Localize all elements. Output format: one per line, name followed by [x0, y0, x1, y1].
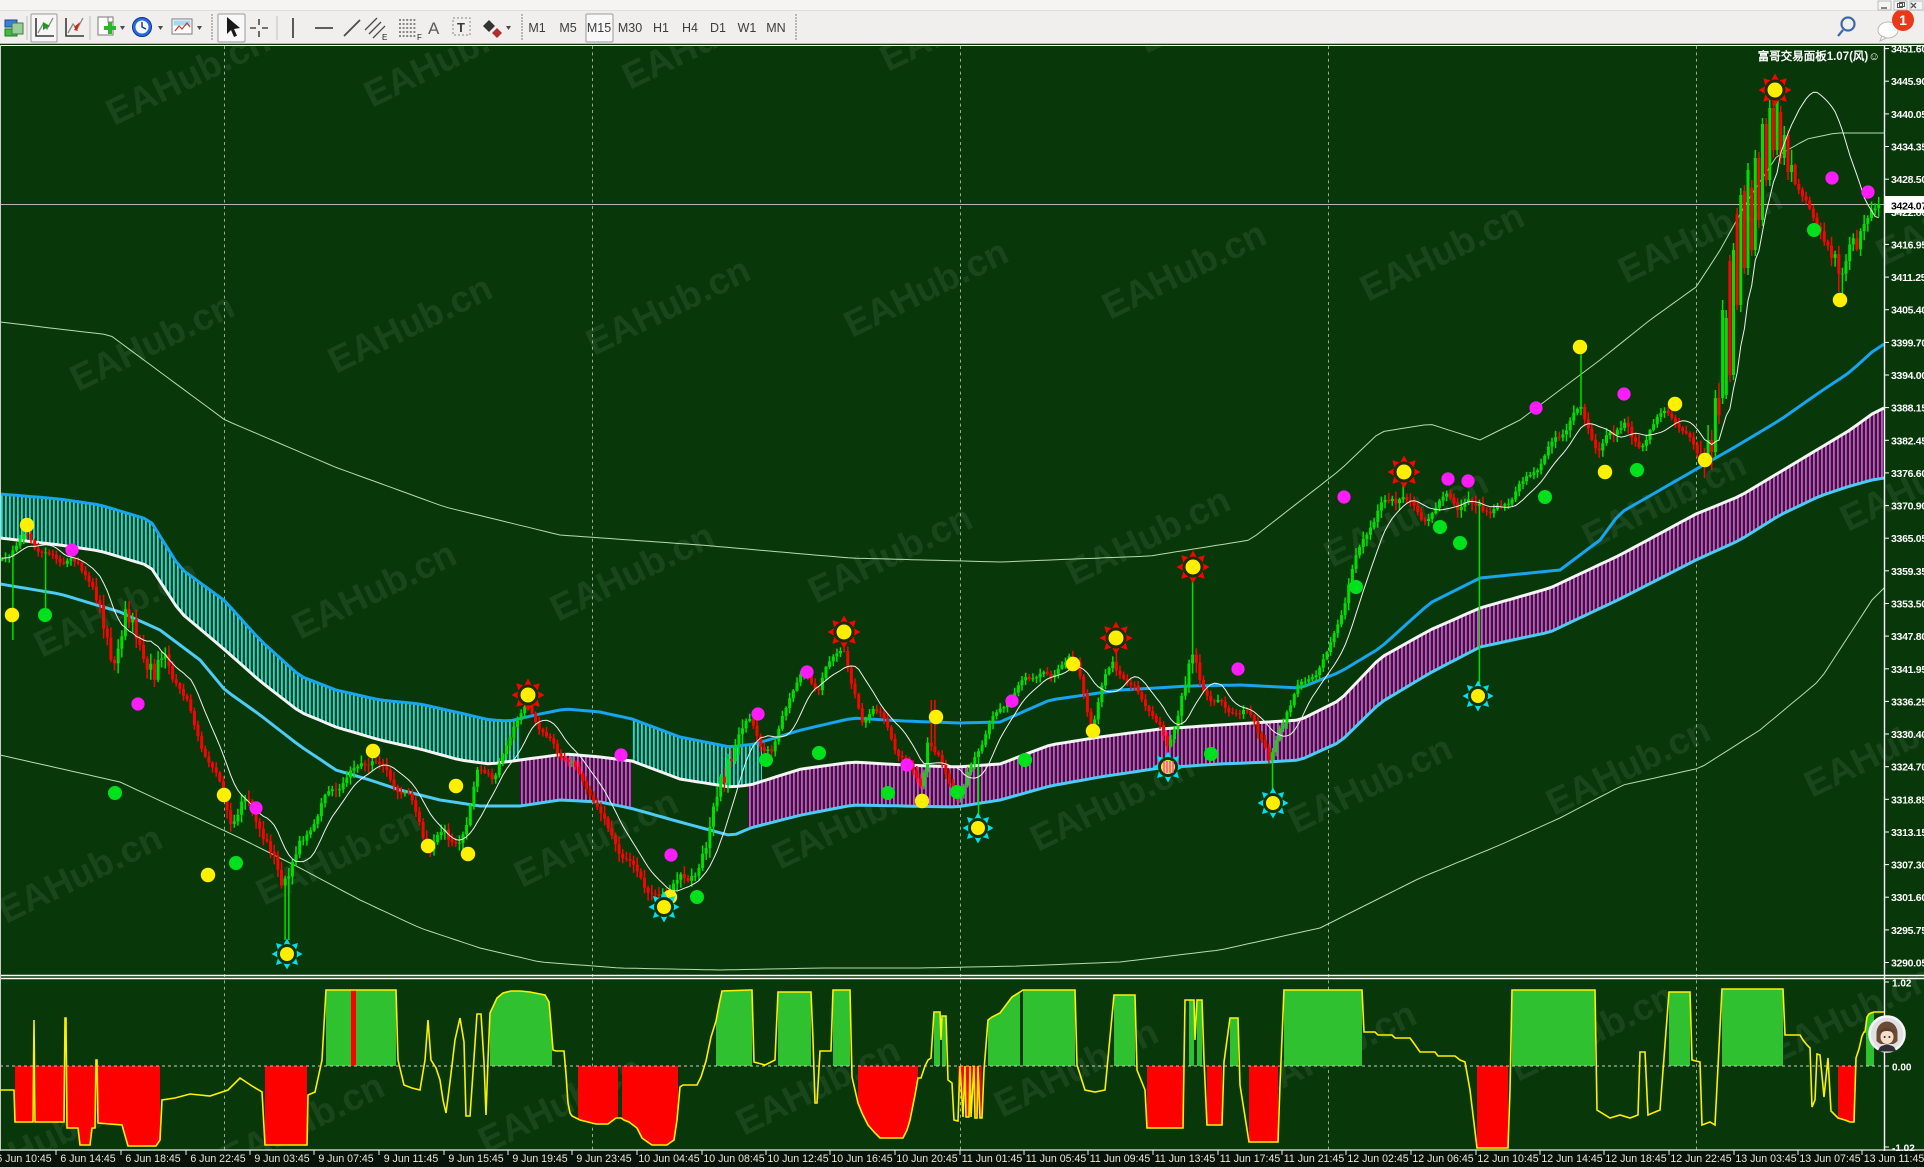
svg-text:3295.75: 3295.75 [1891, 925, 1924, 937]
svg-text:M15: M15 [587, 21, 611, 35]
svg-text:9 Jun 11:45: 9 Jun 11:45 [384, 1153, 439, 1165]
svg-text:10 Jun 04:45: 10 Jun 04:45 [638, 1153, 699, 1165]
svg-text:1.02: 1.02 [1892, 979, 1912, 990]
svg-text:MN: MN [766, 21, 785, 35]
svg-text:3424.07: 3424.07 [1891, 201, 1924, 213]
svg-text:6 Jun 18:45: 6 Jun 18:45 [125, 1153, 180, 1165]
svg-text:3324.70: 3324.70 [1891, 762, 1924, 774]
svg-text:3313.15: 3313.15 [1891, 827, 1924, 839]
svg-text:3307.30: 3307.30 [1891, 860, 1924, 872]
svg-text:H1: H1 [653, 21, 669, 35]
svg-text:3445.90: 3445.90 [1891, 76, 1924, 88]
svg-text:W1: W1 [738, 21, 757, 35]
svg-text:12 Jun 10:45: 12 Jun 10:45 [1477, 1153, 1538, 1165]
svg-text:11 Jun 01:45: 11 Jun 01:45 [962, 1153, 1023, 1165]
svg-text:12 Jun 06:45: 12 Jun 06:45 [1412, 1153, 1473, 1165]
svg-text:F: F [417, 33, 422, 42]
svg-text:12 Jun 18:45: 12 Jun 18:45 [1605, 1153, 1666, 1165]
svg-text:3301.60: 3301.60 [1891, 892, 1924, 904]
svg-text:6 Jun 14:45: 6 Jun 14:45 [60, 1153, 115, 1165]
svg-text:M30: M30 [618, 21, 642, 35]
svg-text:3411.25: 3411.25 [1891, 272, 1924, 284]
svg-text:10 Jun 20:45: 10 Jun 20:45 [896, 1153, 957, 1165]
svg-text:3382.45: 3382.45 [1891, 435, 1924, 447]
svg-text:9 Jun 23:45: 9 Jun 23:45 [576, 1153, 631, 1165]
svg-text:M1: M1 [528, 21, 545, 35]
svg-text:D1: D1 [710, 21, 726, 35]
svg-text:3451.60: 3451.60 [1891, 44, 1924, 56]
svg-text:E: E [382, 33, 387, 42]
svg-text:A: A [428, 19, 440, 38]
svg-text:3399.70: 3399.70 [1891, 337, 1924, 349]
svg-text:M5: M5 [559, 21, 576, 35]
svg-text:3428.50: 3428.50 [1891, 174, 1924, 186]
svg-text:3341.95: 3341.95 [1891, 664, 1924, 676]
svg-text:3434.35: 3434.35 [1891, 142, 1924, 154]
svg-text:13 Jun 11:45: 13 Jun 11:45 [1864, 1153, 1924, 1165]
svg-text:3405.40: 3405.40 [1891, 305, 1924, 317]
svg-text:10 Jun 12:45: 10 Jun 12:45 [767, 1153, 828, 1165]
svg-text:11 Jun 05:45: 11 Jun 05:45 [1026, 1153, 1087, 1165]
svg-text:3347.80: 3347.80 [1891, 631, 1924, 643]
svg-text:6 Jun 22:45: 6 Jun 22:45 [190, 1153, 245, 1165]
svg-text:9 Jun 07:45: 9 Jun 07:45 [318, 1153, 373, 1165]
svg-text:11 Jun 17:45: 11 Jun 17:45 [1220, 1153, 1281, 1165]
svg-text:6 Jun 10:45: 6 Jun 10:45 [0, 1153, 52, 1165]
svg-text:11 Jun 21:45: 11 Jun 21:45 [1284, 1153, 1345, 1165]
svg-text:3416.95: 3416.95 [1891, 239, 1924, 251]
svg-text:9 Jun 19:45: 9 Jun 19:45 [512, 1153, 567, 1165]
svg-text:3365.05: 3365.05 [1891, 533, 1924, 545]
svg-text:13 Jun 03:45: 13 Jun 03:45 [1735, 1153, 1796, 1165]
svg-text:3353.50: 3353.50 [1891, 599, 1924, 611]
svg-text:12 Jun 02:45: 12 Jun 02:45 [1347, 1153, 1408, 1165]
svg-text:10 Jun 08:45: 10 Jun 08:45 [703, 1153, 764, 1165]
svg-text:1: 1 [1899, 12, 1907, 28]
svg-text:3330.40: 3330.40 [1891, 729, 1924, 741]
svg-text:3394.00: 3394.00 [1891, 370, 1924, 382]
svg-text:9 Jun 15:45: 9 Jun 15:45 [448, 1153, 503, 1165]
svg-text:T: T [457, 20, 465, 35]
svg-text:3370.90: 3370.90 [1891, 501, 1924, 513]
svg-text:13 Jun 07:45: 13 Jun 07:45 [1799, 1153, 1860, 1165]
svg-text:11 Jun 13:45: 11 Jun 13:45 [1155, 1153, 1216, 1165]
svg-text:12 Jun 22:45: 12 Jun 22:45 [1670, 1153, 1731, 1165]
svg-text:3290.05: 3290.05 [1891, 958, 1924, 970]
svg-text:3318.85: 3318.85 [1891, 794, 1924, 806]
svg-text:3359.35: 3359.35 [1891, 566, 1924, 578]
svg-text:11 Jun 09:45: 11 Jun 09:45 [1090, 1153, 1151, 1165]
svg-text:3336.25: 3336.25 [1891, 696, 1924, 708]
svg-text:富哥交易面板1.07(风)☺: 富哥交易面板1.07(风)☺ [1758, 49, 1880, 63]
svg-text:9 Jun 03:45: 9 Jun 03:45 [254, 1153, 309, 1165]
svg-text:3440.05: 3440.05 [1891, 109, 1924, 121]
svg-text:12 Jun 14:45: 12 Jun 14:45 [1541, 1153, 1602, 1165]
svg-text:3376.60: 3376.60 [1891, 468, 1924, 480]
svg-text:0.00: 0.00 [1892, 1063, 1912, 1074]
svg-text:3388.15: 3388.15 [1891, 403, 1924, 415]
svg-text:H4: H4 [682, 21, 698, 35]
svg-text:-1.02: -1.02 [1892, 1144, 1915, 1155]
svg-text:10 Jun 16:45: 10 Jun 16:45 [831, 1153, 892, 1165]
